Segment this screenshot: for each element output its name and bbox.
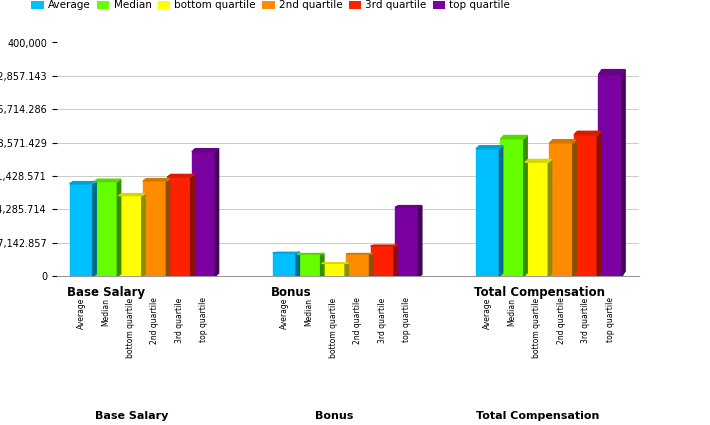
Polygon shape: [499, 146, 503, 276]
Text: 3rd quartile: 3rd quartile: [378, 298, 387, 343]
Bar: [168, 177, 191, 276]
Text: Median: Median: [305, 298, 313, 326]
Polygon shape: [166, 178, 170, 276]
Polygon shape: [70, 181, 97, 184]
Polygon shape: [573, 140, 576, 276]
Bar: [599, 75, 622, 276]
Text: 2nd quartile: 2nd quartile: [150, 298, 159, 344]
Text: Base Salary: Base Salary: [94, 411, 168, 421]
Polygon shape: [371, 245, 398, 246]
Text: Average: Average: [280, 298, 289, 329]
Bar: [273, 253, 296, 276]
Text: 3rd quartile: 3rd quartile: [175, 298, 184, 343]
Polygon shape: [524, 136, 528, 276]
Polygon shape: [273, 252, 300, 253]
Text: Average: Average: [77, 298, 86, 329]
Bar: [94, 181, 117, 276]
Polygon shape: [418, 206, 422, 276]
Bar: [119, 196, 142, 276]
Polygon shape: [394, 245, 398, 276]
Polygon shape: [597, 131, 601, 276]
Text: Median: Median: [101, 298, 110, 326]
Text: top quartile: top quartile: [606, 298, 615, 343]
Text: Median: Median: [508, 298, 517, 326]
Polygon shape: [143, 178, 170, 181]
Polygon shape: [192, 149, 219, 152]
Polygon shape: [93, 181, 97, 276]
Polygon shape: [117, 179, 121, 276]
Text: Bonus: Bonus: [315, 411, 354, 421]
Text: bottom quartile: bottom quartile: [329, 298, 338, 357]
Text: 2nd quartile: 2nd quartile: [557, 298, 566, 344]
Text: Bonus: Bonus: [271, 286, 311, 299]
Polygon shape: [94, 179, 121, 181]
Polygon shape: [622, 70, 625, 276]
Polygon shape: [191, 174, 194, 276]
Polygon shape: [296, 252, 300, 276]
Polygon shape: [320, 253, 324, 276]
Bar: [346, 254, 369, 276]
Polygon shape: [346, 253, 373, 254]
Bar: [476, 149, 499, 276]
Polygon shape: [215, 149, 219, 276]
Text: bottom quartile: bottom quartile: [126, 298, 135, 357]
Text: 2nd quartile: 2nd quartile: [354, 298, 362, 344]
Text: top quartile: top quartile: [403, 298, 411, 343]
Polygon shape: [297, 253, 324, 254]
Polygon shape: [345, 263, 349, 276]
Text: Average: Average: [484, 298, 492, 329]
Text: top quartile: top quartile: [199, 298, 208, 343]
Polygon shape: [476, 146, 503, 149]
Polygon shape: [369, 253, 373, 276]
Bar: [395, 207, 418, 276]
Bar: [192, 152, 215, 276]
Polygon shape: [395, 206, 422, 207]
Polygon shape: [142, 194, 145, 276]
Bar: [550, 143, 573, 276]
Polygon shape: [548, 159, 552, 276]
Text: bottom quartile: bottom quartile: [532, 298, 541, 357]
Bar: [371, 246, 394, 276]
Text: Total Compensation: Total Compensation: [474, 286, 605, 299]
Text: 3rd quartile: 3rd quartile: [581, 298, 590, 343]
Bar: [322, 264, 345, 276]
Bar: [297, 254, 320, 276]
Bar: [501, 139, 524, 276]
Text: Base Salary: Base Salary: [67, 286, 146, 299]
Polygon shape: [119, 194, 145, 196]
Polygon shape: [501, 136, 528, 139]
Polygon shape: [599, 70, 625, 75]
Polygon shape: [574, 131, 601, 135]
Bar: [525, 162, 548, 276]
Polygon shape: [550, 140, 576, 143]
Bar: [70, 184, 93, 276]
Bar: [143, 181, 166, 276]
Legend: Average, Median, bottom quartile, 2nd quartile, 3rd quartile, top quartile: Average, Median, bottom quartile, 2nd qu…: [27, 0, 515, 14]
Polygon shape: [168, 174, 194, 177]
Text: Total Compensation: Total Compensation: [476, 411, 599, 421]
Bar: [574, 135, 597, 276]
Polygon shape: [525, 159, 552, 162]
